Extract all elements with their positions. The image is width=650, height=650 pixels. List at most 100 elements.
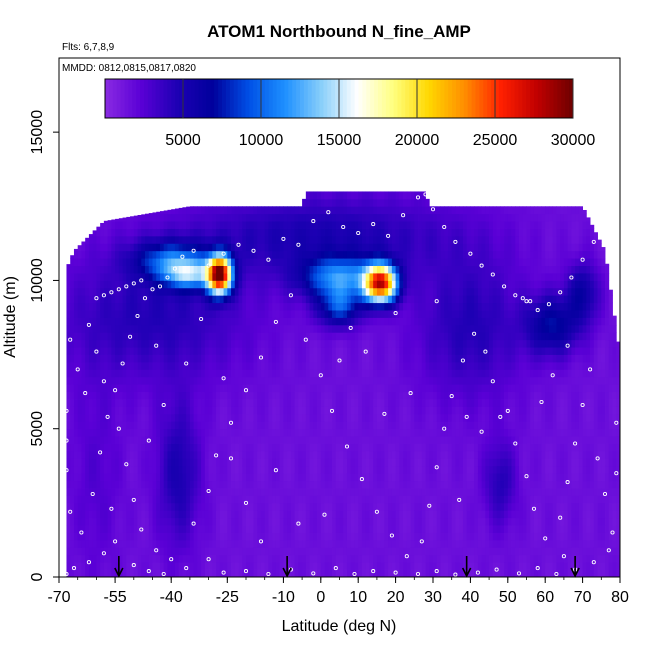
heatmap-cell <box>298 421 303 430</box>
heatmap-cell <box>294 399 299 407</box>
heatmap-cell <box>317 391 322 400</box>
heatmap-cell <box>290 502 296 511</box>
heatmap-cell <box>358 488 363 496</box>
heatmap-cell <box>148 450 153 459</box>
heatmap-cell <box>96 517 101 526</box>
heatmap-cell <box>403 243 408 252</box>
heatmap-cell <box>253 243 258 252</box>
heatmap-cell <box>130 532 135 541</box>
heatmap-cell <box>302 265 307 274</box>
heatmap-cell <box>361 406 367 415</box>
heatmap-cell <box>275 332 281 341</box>
heatmap-cell <box>246 280 251 289</box>
heatmap-cell <box>358 228 363 237</box>
heatmap-cell <box>92 391 97 400</box>
heatmap-cell <box>133 399 138 407</box>
heatmap-cell <box>100 250 105 259</box>
heatmap-cell <box>406 473 411 482</box>
heatmap-cell <box>380 206 385 215</box>
heatmap-cell <box>219 458 224 467</box>
heatmap-cell <box>126 295 131 304</box>
heatmap-cell <box>350 287 355 296</box>
heatmap-cell <box>182 517 187 526</box>
heatmap-cell <box>283 369 288 378</box>
heatmap-cell <box>365 310 370 318</box>
heatmap-cell <box>77 324 82 333</box>
heatmap-cell <box>429 510 434 519</box>
heatmap-cell <box>433 317 438 326</box>
heatmap-cell <box>167 510 172 519</box>
heatmap-cell <box>219 235 224 244</box>
heatmap-cell <box>133 488 138 496</box>
heatmap-cell <box>152 473 157 482</box>
heatmap-cell <box>111 525 116 533</box>
heatmap-cell <box>418 191 423 200</box>
heatmap-cell <box>324 532 329 541</box>
heatmap-cell <box>354 250 359 259</box>
heatmap-cell <box>302 399 307 407</box>
heatmap-cell <box>73 302 79 311</box>
heatmap-cell <box>335 458 340 467</box>
heatmap-cell <box>193 539 198 548</box>
heatmap-cell <box>174 525 180 533</box>
heatmap-cell <box>350 273 355 281</box>
heatmap-cell <box>346 495 352 504</box>
heatmap-cell <box>178 287 183 296</box>
heatmap-cell <box>242 332 247 341</box>
heatmap-cell <box>332 384 337 393</box>
heatmap-cell <box>133 569 138 578</box>
heatmap-cell <box>171 273 176 281</box>
heatmap-cell <box>391 554 396 563</box>
heatmap-cell <box>88 235 94 244</box>
heatmap-cell <box>223 406 228 415</box>
heatmap-cell <box>77 465 82 474</box>
heatmap-cell <box>425 235 430 244</box>
heatmap-cell <box>73 347 79 355</box>
heatmap-cell <box>346 310 352 318</box>
heatmap-cell <box>96 250 101 259</box>
heatmap-cell <box>204 258 209 266</box>
heatmap-cell <box>332 532 337 541</box>
heatmap-cell <box>418 488 423 496</box>
heatmap-cell <box>115 465 120 474</box>
heatmap-cell <box>122 273 127 281</box>
heatmap-cell <box>335 443 340 452</box>
heatmap-cell <box>309 198 314 207</box>
heatmap-cell <box>361 191 367 200</box>
heatmap-cell <box>197 406 202 415</box>
heatmap-cell <box>118 324 123 333</box>
heatmap-cell <box>163 213 168 222</box>
heatmap-cell <box>403 213 408 222</box>
heatmap-cell <box>358 510 363 519</box>
heatmap-cell <box>346 376 352 385</box>
heatmap-cell <box>290 532 296 541</box>
heatmap-cell <box>406 458 411 467</box>
heatmap-cell <box>77 280 82 289</box>
heatmap-cell <box>163 443 168 452</box>
heatmap-cell <box>369 361 374 370</box>
heatmap-cell <box>212 280 217 289</box>
heatmap-cell <box>242 399 247 407</box>
heatmap-cell <box>339 554 344 563</box>
heatmap-cell <box>320 399 325 407</box>
heatmap-cell <box>122 539 127 548</box>
heatmap-cell <box>130 399 135 407</box>
heatmap-cell <box>137 361 142 370</box>
heatmap-cell <box>388 554 393 563</box>
heatmap-cell <box>115 547 120 556</box>
heatmap-cell <box>376 399 382 407</box>
heatmap-cell <box>159 295 165 304</box>
heatmap-cell <box>201 569 206 578</box>
heatmap-cell <box>335 547 340 556</box>
heatmap-cell <box>328 198 333 207</box>
heatmap-cell <box>115 302 120 311</box>
heatmap-cell <box>130 216 135 222</box>
heatmap-cell <box>122 436 127 444</box>
heatmap-cell <box>346 480 352 489</box>
heatmap-cell <box>141 428 146 437</box>
heatmap-cell <box>85 361 90 370</box>
heatmap-cell <box>339 347 344 355</box>
heatmap-cell <box>249 547 254 556</box>
heatmap-cell <box>231 547 236 556</box>
heatmap-cell <box>152 502 157 511</box>
